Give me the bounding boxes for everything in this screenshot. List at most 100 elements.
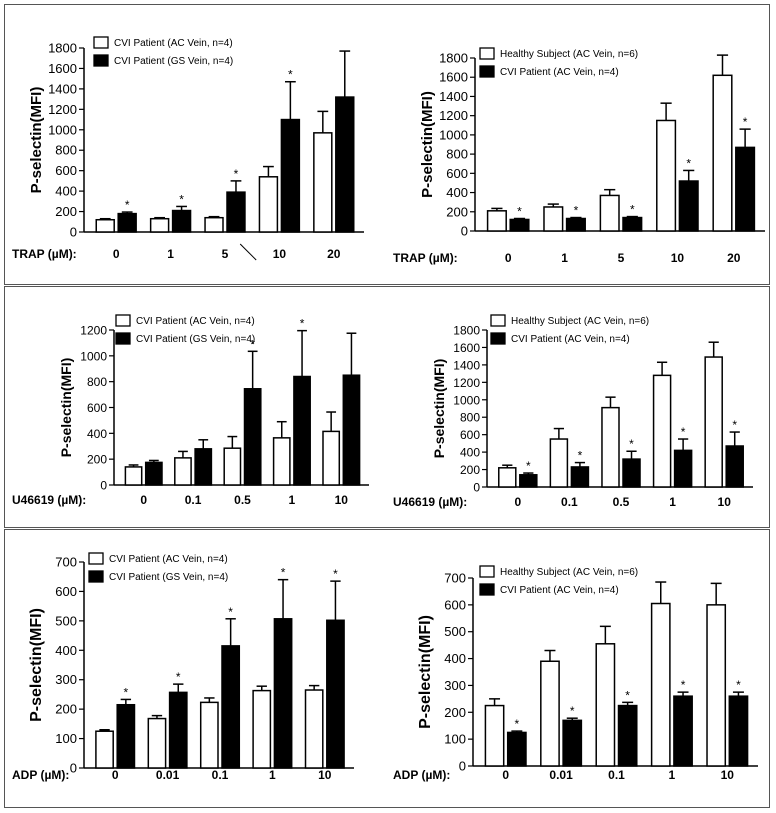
significance-star: * <box>686 156 691 170</box>
legend-swatch <box>88 552 104 565</box>
bar <box>565 217 586 232</box>
x-tick-label: 10 <box>718 495 732 509</box>
bar <box>204 216 224 233</box>
y-tick-label: 0 <box>100 479 107 493</box>
x-tick-label: 20 <box>327 247 341 261</box>
y-tick-label: 200 <box>460 463 480 477</box>
bar <box>498 467 517 488</box>
chart-trap-healthy-vs-cvi: 020040060080010001200140016001800P-selec… <box>393 47 765 265</box>
significance-star: * <box>574 204 579 218</box>
legend-swatch <box>479 565 495 578</box>
y-tick-label: 1600 <box>453 341 480 355</box>
bar <box>650 602 671 767</box>
bar <box>116 703 136 769</box>
x-tick-label: 10 <box>671 251 685 265</box>
significance-star: * <box>333 567 338 581</box>
legend-swatch <box>115 332 131 345</box>
bar <box>484 704 505 767</box>
x-tick-label: 10 <box>335 493 349 507</box>
y-tick-label: 600 <box>446 166 468 181</box>
bar <box>656 119 677 232</box>
bar <box>728 695 749 767</box>
panel-trap <box>4 4 770 285</box>
bar <box>304 689 324 769</box>
legend-label: CVI Patient (GS Vein, n=4) <box>109 572 228 583</box>
chart-u46619-gs-vs-ac: 0 200 400 600 800 1000 1200 P-selectin(MFI) * * 0 0… <box>12 314 369 507</box>
bar <box>595 643 616 767</box>
x-tick-label: 1 <box>167 247 174 261</box>
legend-label: CVI Patient (GS Vein, n=4) <box>136 334 255 345</box>
bar <box>652 374 672 488</box>
bar <box>223 447 242 486</box>
bar <box>149 217 170 233</box>
bar <box>226 191 246 233</box>
bar <box>599 194 620 232</box>
y-tick-label: 1800 <box>48 41 77 56</box>
legend-label: CVI Patient (AC Vein, n=4) <box>500 585 619 596</box>
legend-label: CVI Patient (AC Vein, n=4) <box>114 38 233 49</box>
legend-label: CVI Patient (GS Vein, n=4) <box>114 56 233 67</box>
y-tick-label: 1600 <box>48 61 77 76</box>
y-tick-label: 0 <box>70 225 77 240</box>
bar <box>725 445 744 488</box>
x-axis-label: TRAP (µM): <box>12 247 77 261</box>
x-tick-label: 0 <box>505 251 512 265</box>
y-tick-label: 1800 <box>453 324 480 338</box>
significance-star: * <box>629 437 634 451</box>
bar <box>735 146 756 232</box>
y-tick-label: 200 <box>446 204 468 219</box>
legend-label: Healthy Subject (AC Vein, n=6) <box>511 316 649 327</box>
x-tick-label: 20 <box>727 251 741 265</box>
legend-swatch <box>93 54 109 67</box>
significance-star: * <box>625 688 630 702</box>
chart-trap-gs-vs-ac: 020040060080010001200140016001800P-selec… <box>12 36 364 261</box>
x-tick-label: 0 <box>514 495 521 509</box>
legend-swatch <box>88 570 104 583</box>
y-tick-label: 300 <box>444 678 466 693</box>
y-tick-label: 400 <box>446 185 468 200</box>
y-tick-label: 800 <box>87 375 107 389</box>
bar <box>144 461 163 486</box>
bar <box>171 209 192 233</box>
y-axis-label: P-selectin(MFI) <box>28 608 45 722</box>
legend-swatch <box>490 314 506 327</box>
y-tick-label: 1400 <box>439 89 468 104</box>
y-tick-label: 1200 <box>439 108 468 123</box>
significance-star: * <box>732 418 737 432</box>
y-tick-label: 1200 <box>80 324 107 338</box>
chart-u46619-healthy-vs-cvi: 0 200 400 600 800 1000 1200 1400 1600 1800 P-selec… <box>393 314 753 509</box>
y-tick-label: 200 <box>55 204 77 219</box>
significance-star: * <box>578 449 583 463</box>
y-tick-label: 1400 <box>48 81 77 96</box>
bar <box>293 375 311 486</box>
x-tick-label: 0.5 <box>234 493 251 507</box>
bar <box>273 618 293 769</box>
y-tick-label: 800 <box>55 143 77 158</box>
bar <box>326 619 345 769</box>
bar <box>617 704 638 767</box>
x-tick-label: 1 <box>289 493 296 507</box>
bar <box>706 604 727 767</box>
y-tick-label: 800 <box>460 411 480 425</box>
bar <box>147 717 167 769</box>
x-tick-label: 0 <box>112 768 119 782</box>
bar <box>712 74 733 232</box>
x-axis-label: U46619 (µM): <box>12 493 86 507</box>
bar <box>543 206 564 232</box>
bar <box>199 701 219 769</box>
significance-star: * <box>179 192 184 206</box>
bar <box>243 388 262 486</box>
bar <box>95 218 115 233</box>
significance-star: * <box>526 459 531 473</box>
legend-label: CVI Patient (AC Vein, n=4) <box>500 67 619 78</box>
y-tick-label: 200 <box>87 453 107 467</box>
y-axis-label: P-selectin(MFI) <box>28 87 45 194</box>
significance-star: * <box>736 678 741 692</box>
bar <box>506 731 527 767</box>
legend-swatch <box>479 65 495 78</box>
y-tick-label: 200 <box>55 702 77 717</box>
x-tick-label: 0.1 <box>608 768 625 782</box>
x-tick-label: 0.1 <box>561 495 578 509</box>
bar <box>174 457 192 486</box>
significance-star: * <box>515 717 520 731</box>
